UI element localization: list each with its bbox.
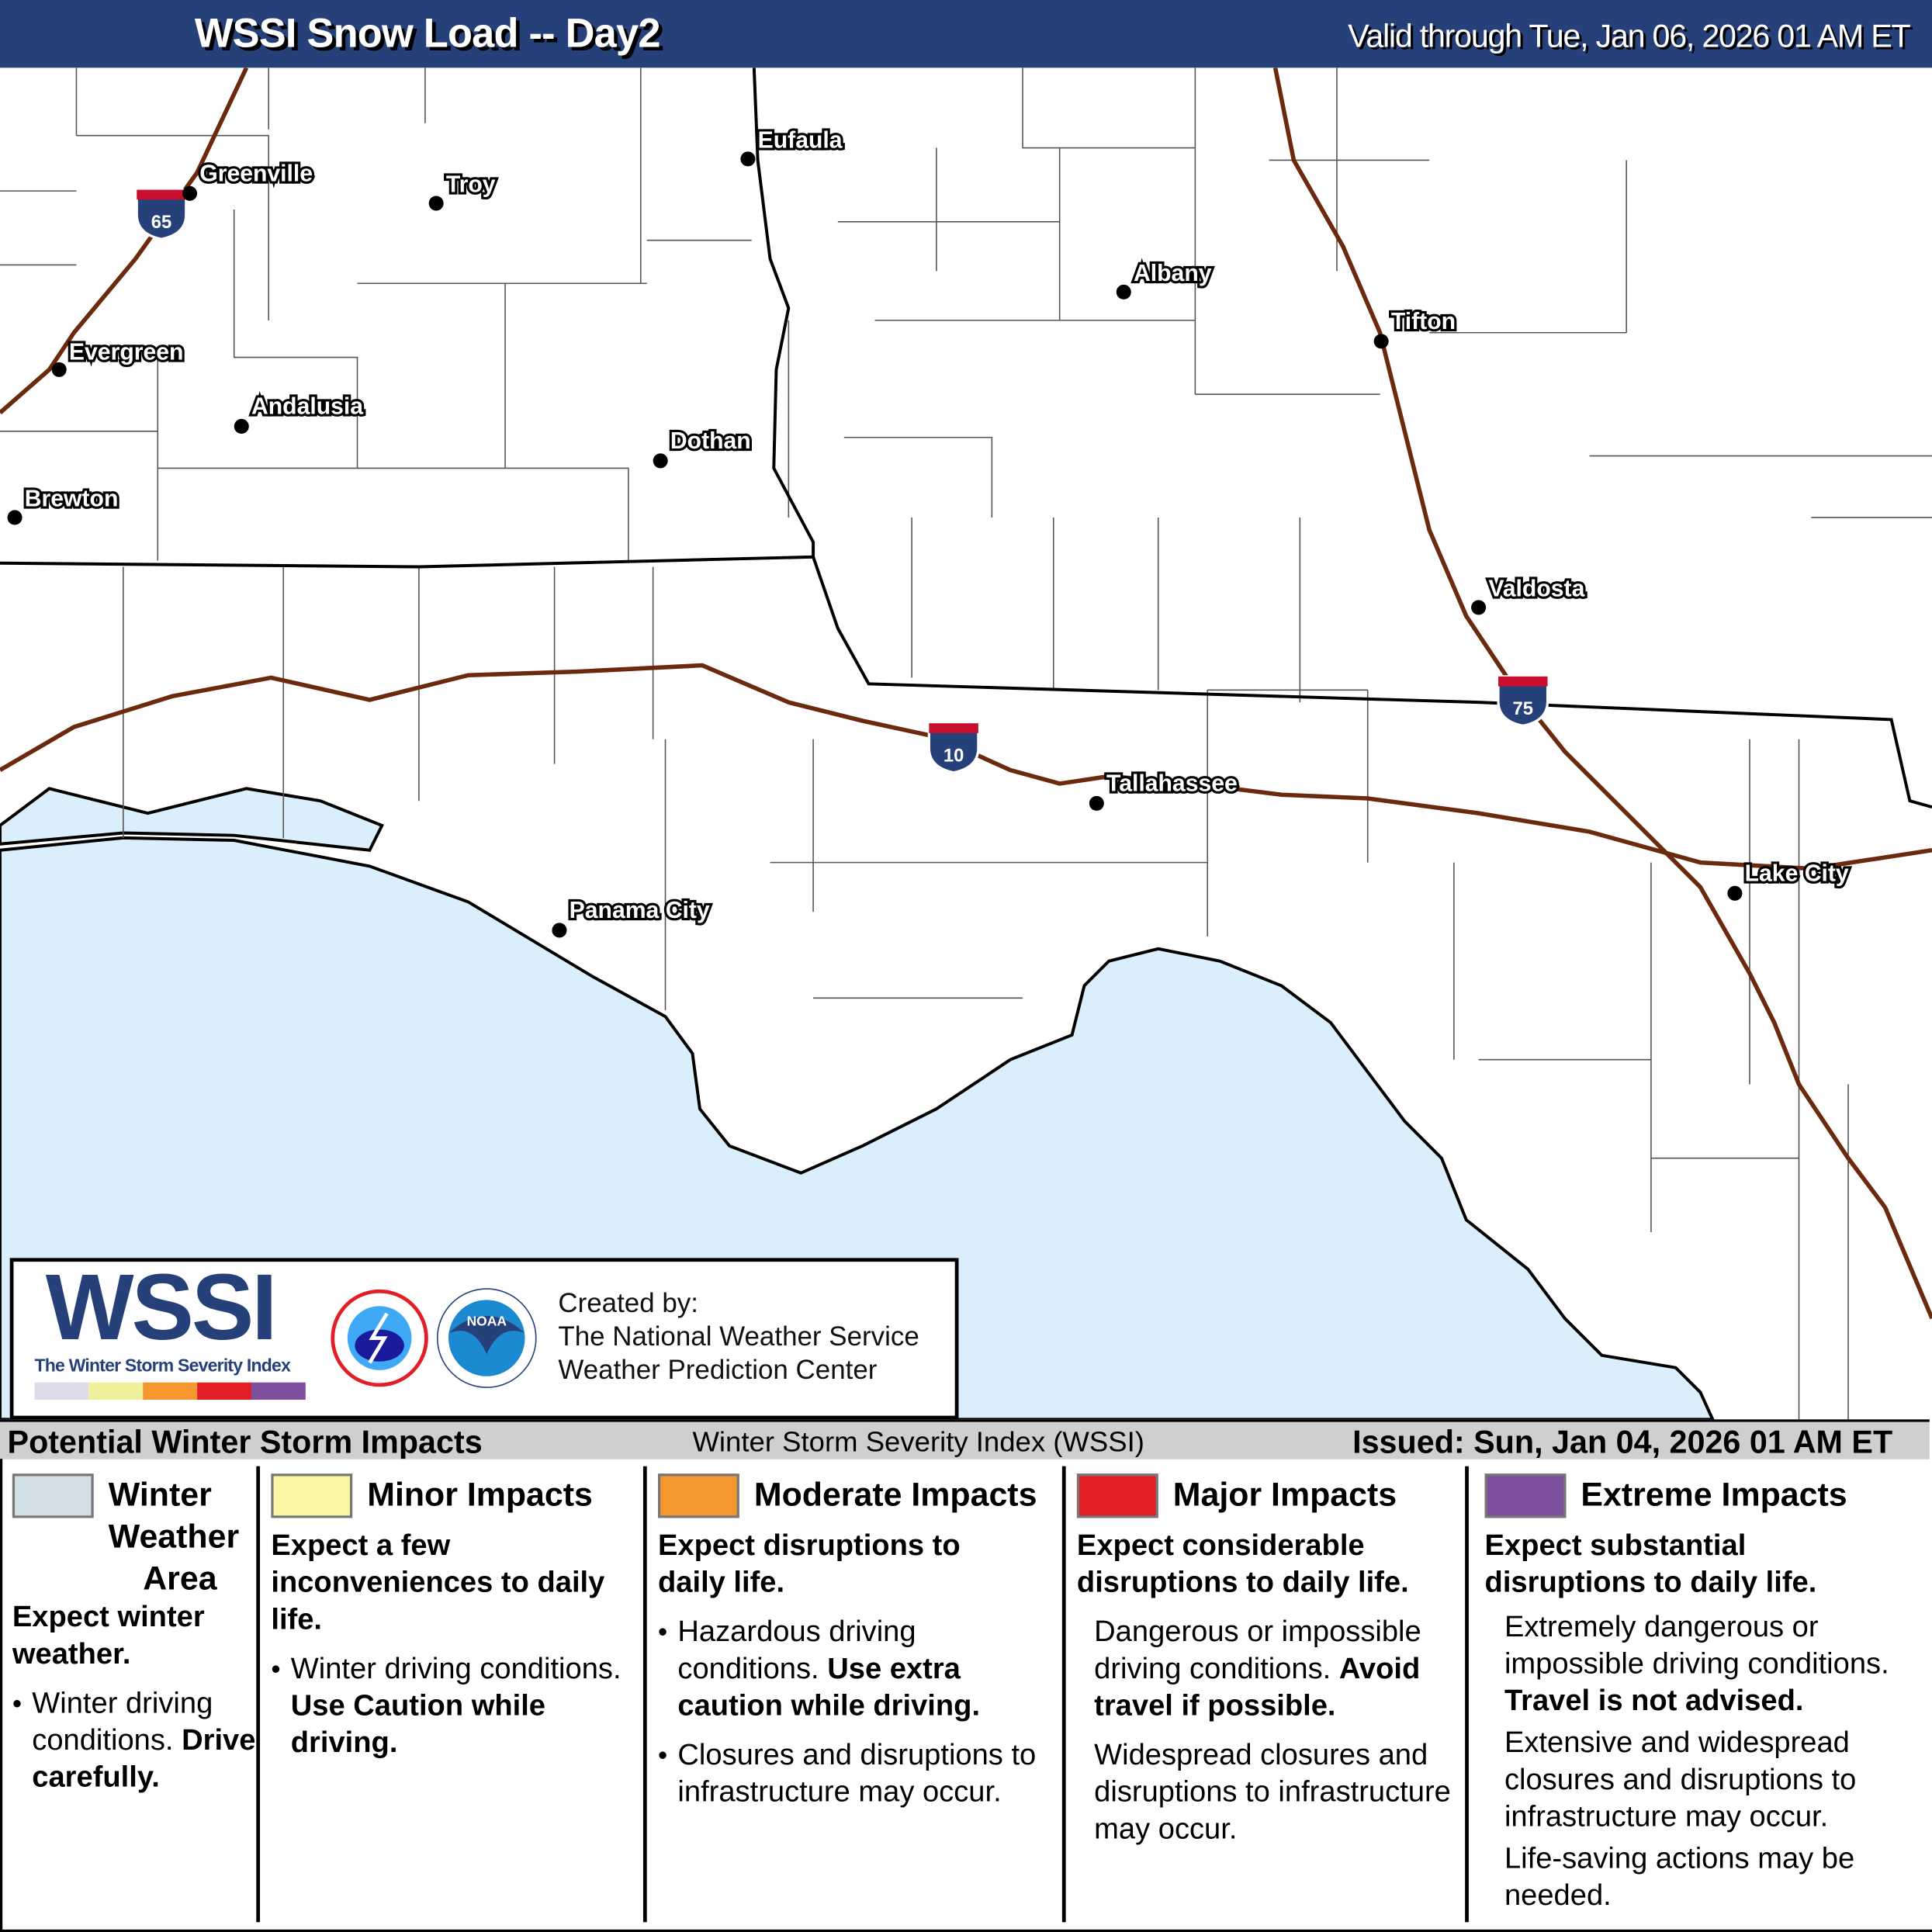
i65-shield: 65	[135, 188, 188, 241]
legend-title: Major Impacts	[1172, 1476, 1397, 1514]
creator-nws: The National Weather Service	[558, 1321, 919, 1352]
city-lake-city: Lake City	[1727, 858, 1851, 901]
creator-wpc: Weather Prediction Center	[558, 1354, 878, 1385]
legend-minor: Minor Impacts Expect a few inconvenience…	[261, 1459, 643, 1927]
svg-text:Tifton: Tifton	[1391, 309, 1456, 334]
svg-text:65: 65	[151, 212, 172, 233]
i10-shield: 10	[927, 722, 980, 774]
created-by-label: Created by:	[558, 1287, 698, 1319]
svg-text:10: 10	[943, 745, 964, 766]
logo-box: WSSI The Winter Storm Severity Index NOA…	[9, 1255, 959, 1420]
city-dothan: Dothan	[653, 426, 753, 469]
swatch-minor	[271, 1473, 353, 1518]
swatch-extreme	[1484, 1473, 1567, 1518]
legend-title: Extreme Impacts	[1581, 1476, 1847, 1514]
city-andalusia: Andalusia	[234, 391, 365, 434]
legend-paragraph: Widespread closures and disruptions to i…	[1094, 1738, 1451, 1846]
created-by: Created by: The National Weather Service…	[558, 1286, 919, 1387]
legend-title: Moderate Impacts	[753, 1476, 1037, 1514]
legend-bullet: • Winter driving conditions. Drive carefu…	[12, 1686, 256, 1795]
i75-shield: 75	[1497, 675, 1549, 727]
legend-bullet: • Closures and disruptions to infrastruct…	[657, 1738, 1037, 1809]
legend-paragraph: Extremely dangerous or impossible drivin…	[1504, 1610, 1889, 1718]
index-name: Winter Storm Severity Index (WSSI)	[692, 1425, 1144, 1458]
impacts-title: Potential Winter Storm Impacts	[7, 1423, 483, 1460]
svg-text:Dothan: Dothan	[670, 428, 751, 454]
legend-moderate: Moderate Impacts Expect disruptions to d…	[648, 1459, 1062, 1927]
legend-extreme: Extreme Impacts Expect substantial disru…	[1470, 1459, 1932, 1927]
map: 65 10 75 Greenville Troy Eufaula Albany …	[0, 68, 1932, 1420]
svg-text:Brewton: Brewton	[25, 486, 119, 512]
legend-headline: Expect disruptions to daily life.	[657, 1529, 961, 1600]
legend-paragraph: Extensive and widespread closures and di…	[1504, 1726, 1857, 1833]
city-tifton: Tifton	[1373, 306, 1458, 349]
wssi-subtitle: The Winter Storm Severity Index	[34, 1356, 291, 1376]
city-valdosta: Valdosta	[1471, 573, 1587, 615]
legend-bullet: • Winter driving conditions. Use Caution …	[271, 1652, 621, 1760]
noaa-seal-icon: NOAA	[436, 1288, 537, 1388]
city-tallahassee: Tallahassee	[1089, 768, 1240, 811]
city-panama-city: Panama City	[552, 895, 712, 938]
city-albany: Albany	[1116, 258, 1214, 299]
svg-text:Panama City: Panama City	[570, 898, 710, 923]
svg-text:NOAA: NOAA	[467, 1314, 507, 1329]
legend-paragraph: Life-saving actions may be needed.	[1504, 1842, 1855, 1913]
city-evergreen: Evergreen	[51, 338, 186, 377]
legend-title: Minor Impacts	[367, 1476, 593, 1514]
legend-paragraph: Dangerous or impossible driving conditio…	[1094, 1615, 1421, 1723]
valid-time: Valid through Tue, Jan 06, 2026 01 AM ET	[1348, 17, 1911, 54]
legend-winter-weather: Winter Weather Area Expect winter weather.…	[2, 1459, 256, 1927]
svg-text:Evergreen: Evergreen	[69, 340, 184, 365]
nws-seal-icon	[331, 1289, 428, 1387]
swatch-winter-weather	[12, 1473, 94, 1518]
svg-text:Valdosta: Valdosta	[1488, 576, 1584, 602]
header-bar: WSSI Snow Load -- Day2 Valid through Tue…	[0, 0, 1932, 68]
legend-major: Major Impacts Expect considerable disrup…	[1067, 1459, 1463, 1927]
interstate-shields: 65 10 75	[135, 188, 1549, 774]
state-borders	[0, 68, 1932, 809]
svg-text:Lake City: Lake City	[1745, 860, 1849, 886]
swatch-moderate	[657, 1473, 739, 1518]
agency-seals: NOAA	[331, 1288, 537, 1388]
issued-time: Issued: Sun, Jan 04, 2026 01 AM ET	[1352, 1423, 1893, 1460]
city-greenville: Greenville	[182, 158, 315, 201]
legend-title: Winter Weather Area	[108, 1476, 240, 1598]
legend-bullet: • Hazardous driving conditions. Use extra…	[657, 1615, 981, 1723]
svg-text:Albany: Albany	[1134, 261, 1212, 286]
swatch-major	[1076, 1473, 1158, 1518]
city-troy: Troy	[428, 170, 498, 211]
impact-legend: Winter Weather Area Expect winter weather.…	[0, 1459, 1932, 1932]
city-brewton: Brewton	[7, 483, 121, 525]
legend-headline: Expect substantial disruptions to daily …	[1484, 1529, 1817, 1600]
wssi-logo: WSSI	[45, 1255, 278, 1361]
legend-headline: Expect a few inconveniences to daily lif…	[271, 1529, 605, 1636]
svg-text:Tallahassee: Tallahassee	[1106, 771, 1238, 797]
impacts-band: Potential Winter Storm Impacts Winter St…	[0, 1419, 1930, 1462]
map-title: WSSI Snow Load -- Day2	[194, 9, 661, 56]
legend-headline: Expect winter weather.	[12, 1600, 205, 1671]
city-eufaula: Eufaula	[740, 125, 845, 167]
cities: Greenville Troy Eufaula Albany Tifton Ev…	[7, 125, 1851, 938]
svg-text:Andalusia: Andalusia	[251, 394, 363, 420]
legend-headline: Expect considerable disruptions to daily…	[1076, 1529, 1409, 1600]
bay	[0, 787, 385, 852]
svg-text:Eufaula: Eufaula	[758, 128, 843, 154]
svg-text:Troy: Troy	[446, 172, 496, 198]
svg-text:75: 75	[1513, 698, 1533, 719]
wssi-color-bar	[34, 1382, 306, 1400]
svg-text:Greenville: Greenville	[199, 161, 313, 186]
